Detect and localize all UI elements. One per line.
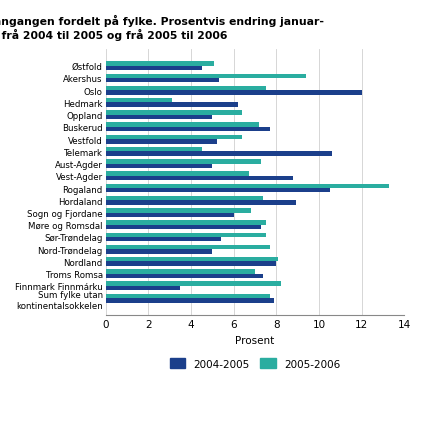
Bar (106, 160, 262, 164)
X-axis label: Prosent: Prosent (235, 335, 275, 345)
Bar (106, 115, 212, 120)
Bar (106, 164, 212, 169)
Bar (106, 299, 274, 303)
Bar (106, 66, 201, 71)
Bar (106, 79, 219, 83)
Bar (106, 286, 180, 291)
Bar (106, 221, 266, 225)
Bar (106, 62, 214, 66)
Bar (106, 111, 242, 115)
Bar (106, 75, 306, 79)
Bar (106, 189, 330, 193)
Bar (106, 274, 264, 279)
Bar (106, 225, 262, 230)
Bar (106, 233, 266, 237)
Text: Skatteinngangen fordelt på fylke. Prosentvis endring januar-
oktober frå 2004 ti: Skatteinngangen fordelt på fylke. Prosen… (0, 15, 324, 41)
Bar (106, 245, 270, 250)
Bar (106, 99, 172, 103)
Bar (106, 262, 276, 266)
Bar (106, 257, 279, 262)
Bar (106, 86, 266, 91)
Bar (106, 196, 264, 201)
Bar (106, 237, 221, 242)
Bar (106, 123, 259, 128)
Bar (106, 270, 255, 274)
Bar (106, 172, 248, 176)
Bar (106, 250, 212, 254)
Bar (106, 282, 281, 286)
Bar (106, 135, 242, 140)
Bar (106, 152, 332, 156)
Bar (106, 176, 294, 181)
Bar (106, 91, 362, 95)
Bar (106, 140, 216, 144)
Legend: 2004-2005, 2005-2006: 2004-2005, 2005-2006 (165, 354, 345, 373)
Bar (106, 213, 233, 217)
Bar (106, 201, 296, 205)
Bar (106, 209, 250, 213)
Bar (106, 148, 201, 152)
Bar (106, 294, 270, 299)
Bar (106, 128, 270, 132)
Bar (106, 184, 389, 189)
Bar (106, 103, 238, 108)
